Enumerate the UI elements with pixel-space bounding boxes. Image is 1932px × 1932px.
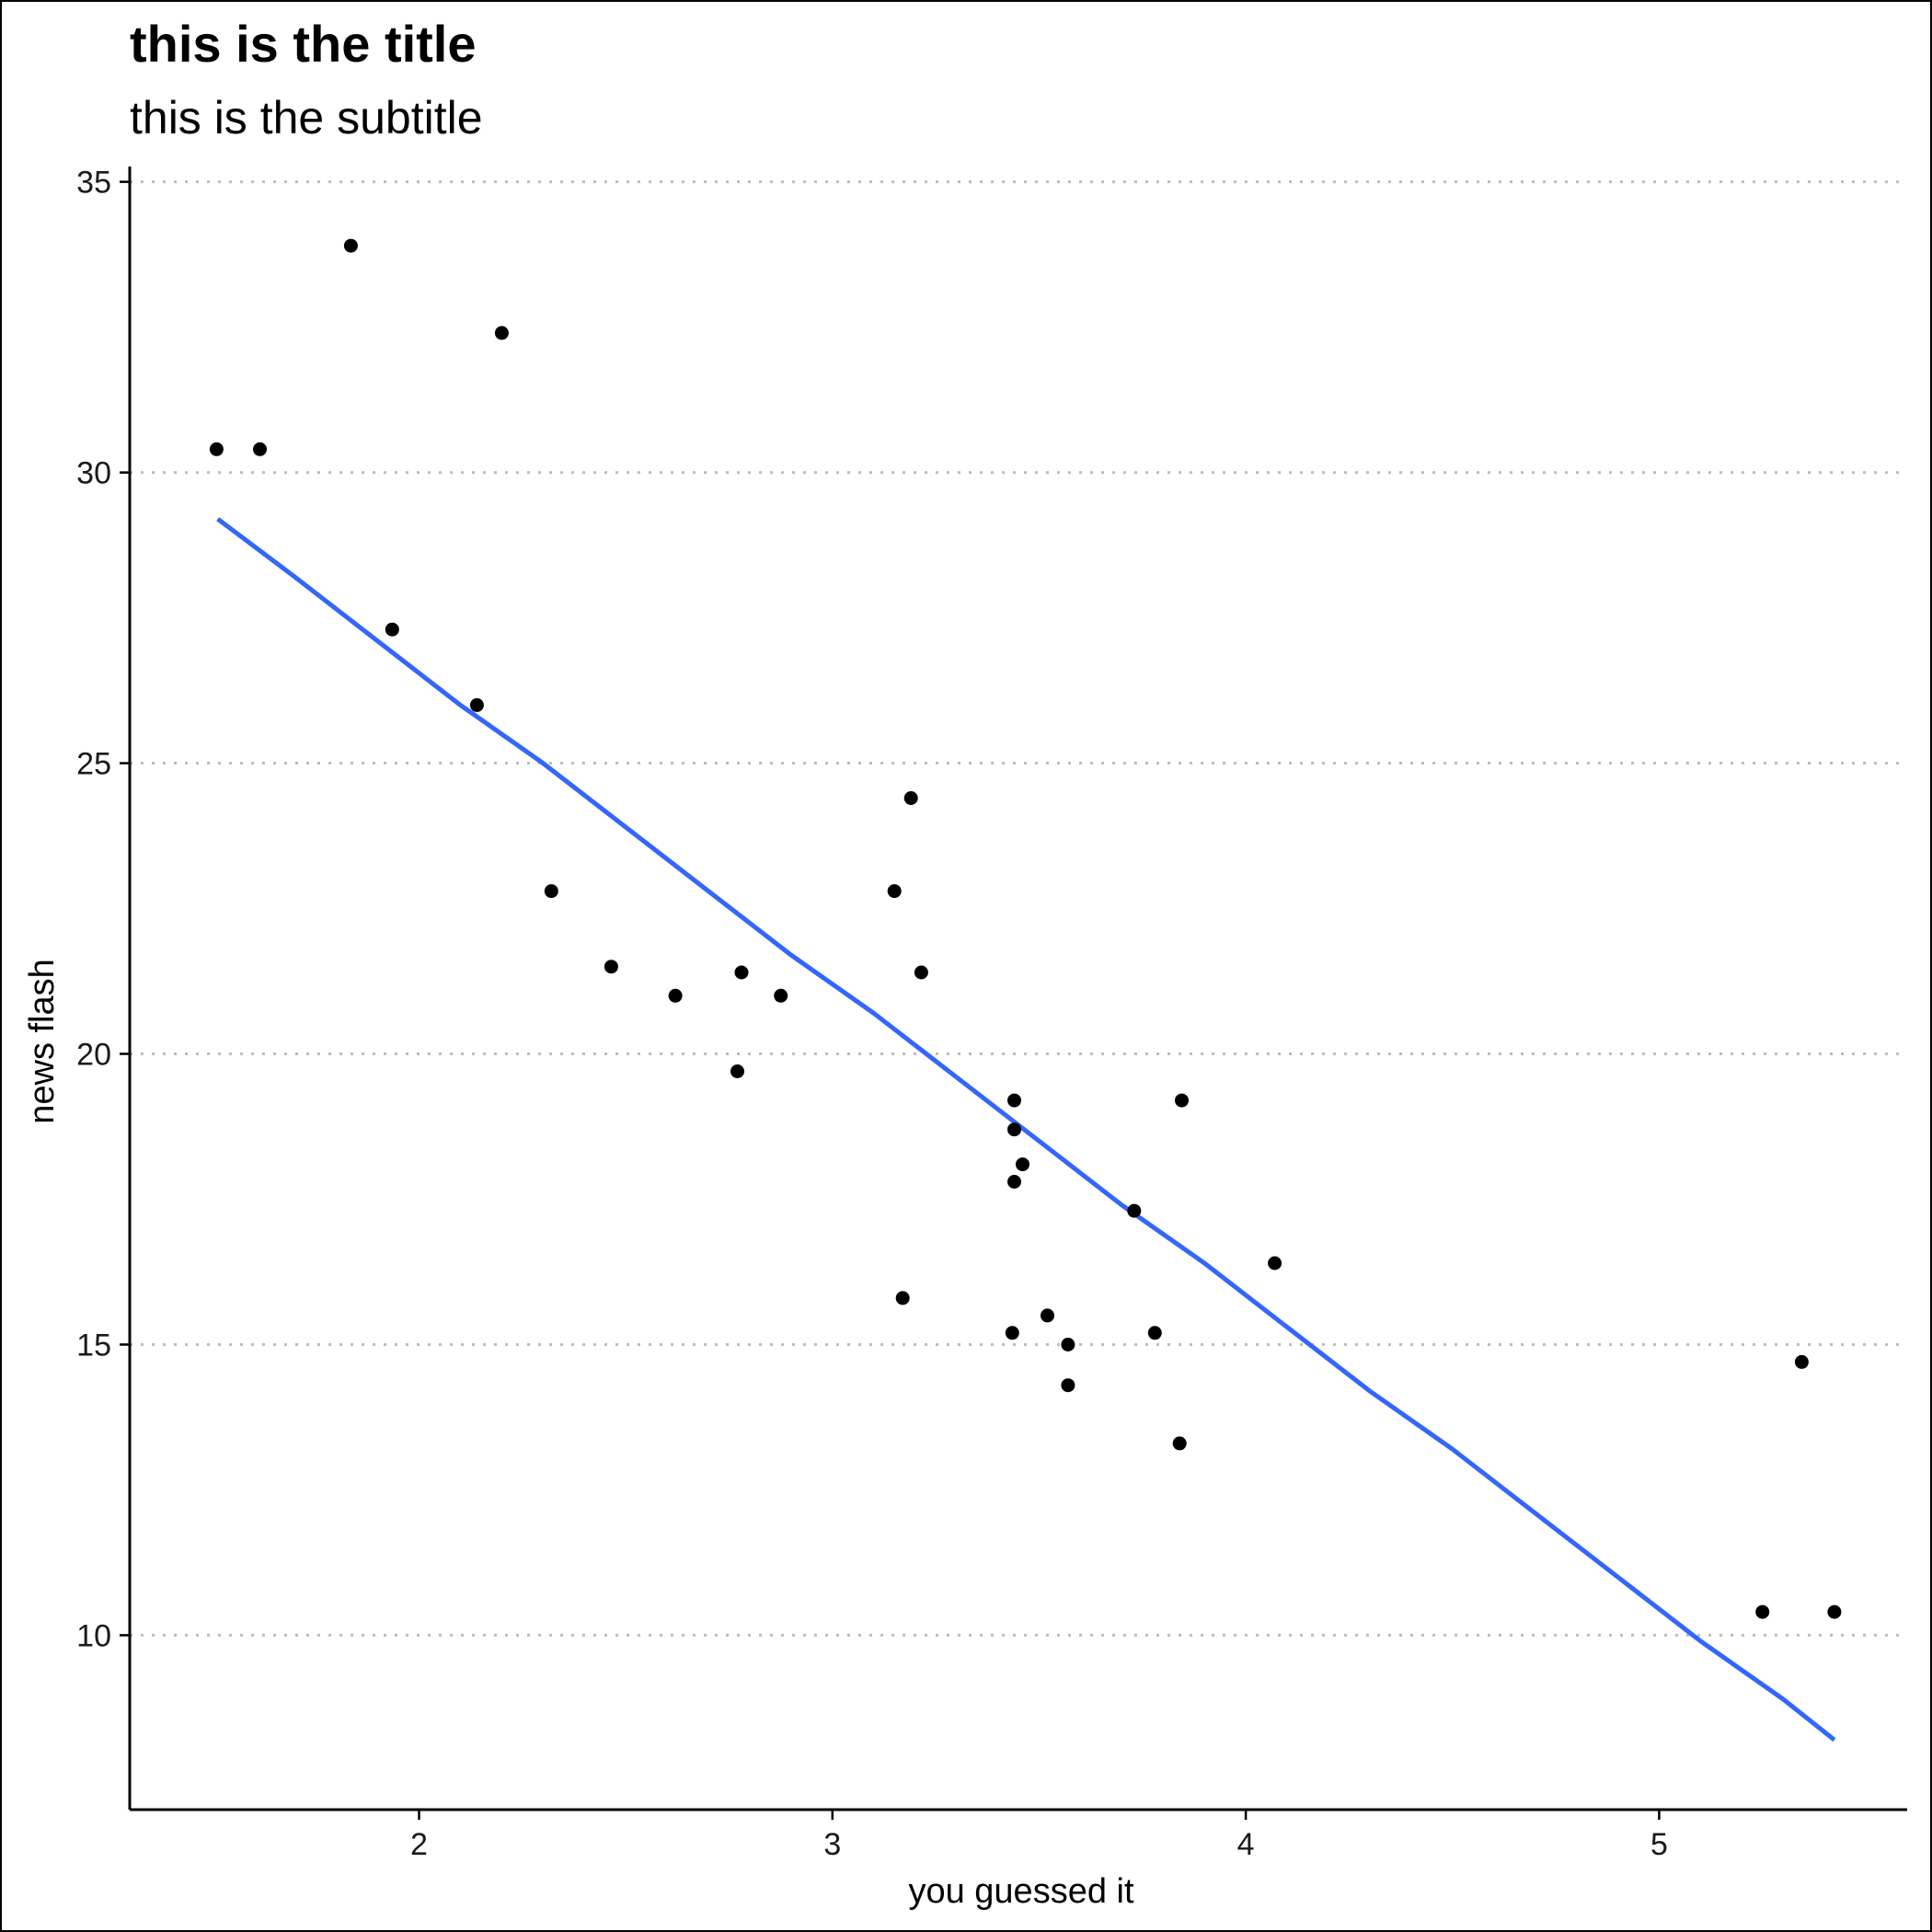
x-tick-label: 2 <box>410 1827 428 1862</box>
y-tick-label: 20 <box>76 1038 111 1073</box>
data-point <box>914 965 928 980</box>
data-point <box>774 988 788 1003</box>
chart-subtitle: this is the subtitle <box>130 92 483 144</box>
data-point <box>1041 1308 1054 1323</box>
data-point <box>903 791 918 805</box>
data-point <box>887 884 902 899</box>
data-point <box>1007 1122 1021 1137</box>
data-point <box>1827 1604 1842 1619</box>
y-tick-label: 25 <box>76 747 111 782</box>
data-point <box>1268 1256 1282 1271</box>
data-point <box>1175 1093 1189 1108</box>
data-point <box>734 965 749 980</box>
data-point <box>1794 1354 1809 1369</box>
data-point <box>1061 1338 1075 1351</box>
data-point <box>469 697 484 712</box>
data-point <box>604 960 618 974</box>
regression-line <box>216 517 1836 1742</box>
y-axis-title: news flash <box>23 959 62 1124</box>
gridlines <box>130 180 1907 1637</box>
x-tick-label: 5 <box>1650 1827 1668 1862</box>
data-point <box>1016 1157 1029 1172</box>
data-point <box>1127 1203 1142 1218</box>
points-group <box>209 238 1842 1619</box>
y-tick-label: 35 <box>76 166 111 201</box>
axes: 10 15 20 25 30 35 2 3 4 5 <box>76 166 1907 1862</box>
data-point <box>343 238 358 253</box>
y-tick-label: 15 <box>76 1328 111 1363</box>
data-point <box>385 622 399 637</box>
data-point <box>1061 1378 1075 1393</box>
data-point <box>730 1064 744 1078</box>
data-point <box>209 442 224 456</box>
x-axis-title: you guessed it <box>908 1872 1133 1911</box>
y-tick-label: 10 <box>76 1618 111 1653</box>
data-point <box>668 988 683 1003</box>
x-tick-label: 4 <box>1237 1827 1255 1862</box>
chart-title: this is the title <box>130 15 477 73</box>
data-point <box>544 884 558 899</box>
data-point <box>1007 1093 1021 1108</box>
data-point <box>1755 1604 1770 1619</box>
x-tick-label: 3 <box>823 1827 841 1862</box>
y-tick-label: 30 <box>76 456 111 491</box>
data-point <box>1005 1326 1019 1340</box>
fit-line-group <box>216 517 1836 1742</box>
data-point <box>253 442 267 456</box>
data-point <box>494 326 509 340</box>
data-point <box>895 1291 910 1305</box>
data-point <box>1172 1436 1187 1451</box>
data-point <box>1007 1175 1021 1189</box>
data-point <box>1147 1326 1162 1340</box>
